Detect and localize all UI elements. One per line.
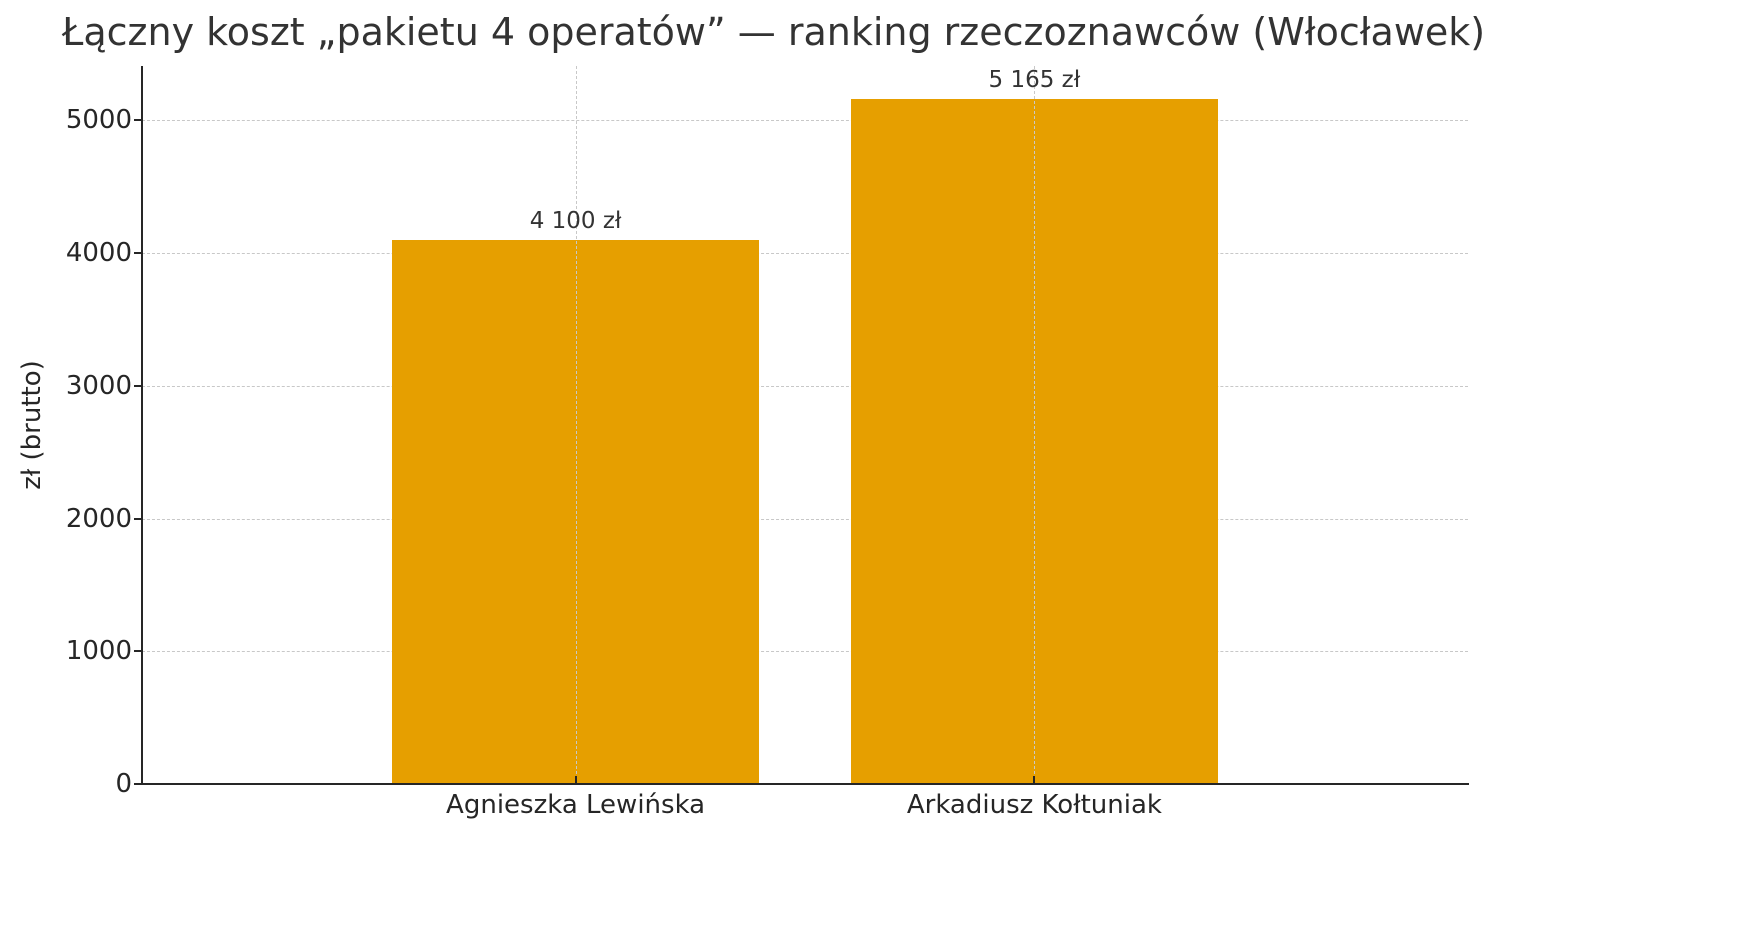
x-gridline	[575, 66, 577, 784]
bar	[392, 239, 760, 784]
y-tick-label: 3000	[65, 370, 132, 401]
bar-value-label: 5 165 zł	[988, 66, 1081, 93]
x-tick	[1033, 776, 1036, 784]
y-tick	[134, 252, 142, 255]
y-tick-label: 2000	[65, 503, 132, 534]
y-tick-label: 5000	[65, 105, 132, 136]
y-gridline	[142, 120, 1468, 122]
bar-value-label: 4 100 zł	[529, 207, 622, 234]
x-tick	[574, 776, 577, 784]
y-tick	[134, 783, 142, 785]
x-tick-label: Agnieszka Lewińska	[446, 790, 706, 820]
y-tick	[134, 650, 142, 653]
plot-area: 4 100 zł 5 165 zł	[142, 66, 1468, 784]
y-tick-label: 4000	[65, 238, 132, 269]
x-tick-label: Arkadiusz Kołtuniak	[906, 790, 1162, 820]
y-tick-label: 0	[115, 769, 132, 799]
y-gridline	[142, 385, 1468, 387]
y-gridline	[142, 651, 1468, 653]
y-tick	[134, 119, 142, 122]
x-axis-spine	[141, 783, 1469, 785]
y-tick-label: 1000	[65, 636, 132, 667]
y-gridline	[142, 253, 1468, 255]
chart-title: Łączny koszt „pakietu 4 operatów” — rank…	[62, 10, 1486, 54]
x-gridline	[1034, 66, 1036, 784]
bar	[850, 98, 1218, 784]
y-axis-spine	[141, 66, 143, 785]
y-tick	[134, 384, 142, 387]
y-axis-label: zł (brutto)	[17, 360, 47, 490]
y-tick	[134, 517, 142, 520]
y-gridline	[142, 518, 1468, 520]
